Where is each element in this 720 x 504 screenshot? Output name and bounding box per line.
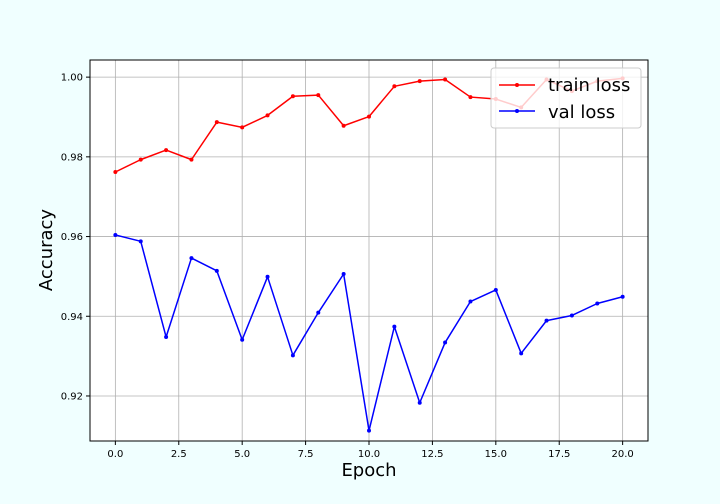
data-point-val-loss [189,256,194,261]
data-point-val-loss [443,340,448,345]
data-point-train-loss [341,123,346,128]
data-point-train-loss [367,114,371,119]
data-point-train-loss [417,79,422,84]
data-point-val-loss [569,313,574,318]
data-point-val-loss [290,353,295,358]
data-point-val-loss [265,274,270,279]
data-point-train-loss [265,113,270,118]
data-point-val-loss [468,299,473,304]
data-point-train-loss [392,84,397,89]
y-tick-label: 0.92 [61,391,83,402]
data-point-train-loss [240,125,245,130]
data-point-train-loss [189,157,194,162]
data-point-val-loss [367,428,371,433]
legend-marker-val [515,109,519,113]
data-point-train-loss [468,95,473,100]
data-point-val-loss [316,310,321,315]
legend: train loss val loss [490,67,642,129]
x-tick-label: 7.5 [298,449,314,460]
data-point-train-loss [316,93,321,98]
x-tick-label: 15.0 [485,449,507,460]
data-point-val-loss [392,324,397,329]
data-point-train-loss [290,94,295,99]
data-point-val-loss [417,400,422,405]
data-point-val-loss [595,301,600,306]
data-point-train-loss [443,77,448,82]
x-tick-label: 17.5 [548,449,570,460]
data-point-val-loss [620,294,625,299]
data-point-val-loss [214,268,219,273]
x-tick-label: 10.0 [358,449,380,460]
data-point-val-loss [493,287,498,292]
data-point-val-loss [341,272,346,277]
legend-marker-train [515,83,519,87]
data-point-val-loss [164,334,169,339]
y-tick-label: 0.98 [61,152,83,163]
legend-label-val: val loss [548,102,615,123]
x-tick-label: 2.5 [171,449,187,460]
data-point-val-loss [519,351,524,356]
data-point-val-loss [544,318,549,323]
y-tick-label: 0.96 [61,232,83,243]
data-point-train-loss [214,120,219,125]
data-point-val-loss [240,337,245,342]
x-tick-label: 5.0 [234,449,250,460]
x-tick-label: 20.0 [612,449,634,460]
x-axis-label: Epoch [341,460,396,481]
data-point-train-loss [138,157,143,162]
data-point-train-loss [113,169,118,174]
x-tick-label: 0.0 [107,449,123,460]
y-tick-label: 0.94 [61,312,83,323]
y-tick-label: 1.00 [61,73,83,84]
y-axis-label: Accuracy [36,209,57,292]
ticks: 0.0 2.5 5.0 7.5 10.0 12.5 15.0 17.5 20.0 0.92 0.94… [61,73,634,460]
x-tick-label: 12.5 [421,449,443,460]
data-point-val-loss [138,239,143,244]
legend-box [490,67,642,129]
legend-label-train: train loss [548,75,630,96]
data-point-val-loss [113,232,118,237]
data-point-train-loss [164,148,169,153]
